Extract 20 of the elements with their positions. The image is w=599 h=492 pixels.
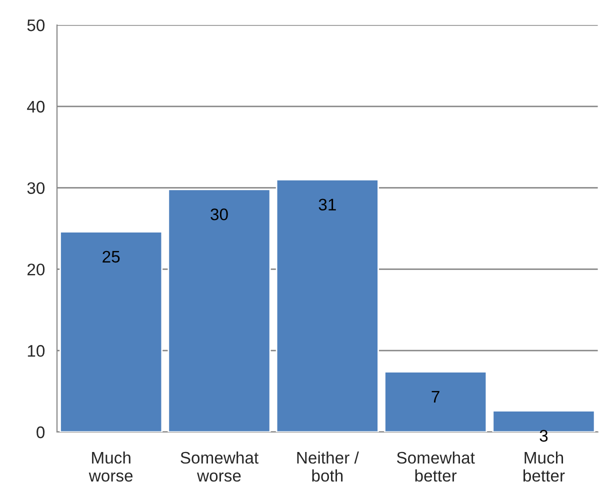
x-tick-label: Much better bbox=[523, 451, 565, 482]
bar bbox=[384, 371, 488, 432]
x-tick-label: Much worse bbox=[88, 451, 133, 482]
y-tick-label: 0 bbox=[36, 426, 45, 438]
y-tick-label: 30 bbox=[27, 182, 45, 194]
x-tick-label: Somewhat better bbox=[396, 451, 475, 482]
bar bbox=[168, 188, 271, 432]
y-tick-label: 20 bbox=[27, 264, 45, 276]
data-label: 30 bbox=[210, 208, 228, 220]
data-label: 31 bbox=[318, 198, 336, 211]
x-tick-label: Neither / both bbox=[297, 451, 359, 482]
y-tick-label: 50 bbox=[27, 19, 45, 32]
y-tick-label: 10 bbox=[28, 345, 45, 357]
bar bbox=[60, 231, 163, 432]
x-tick-label: Somewhat worse bbox=[180, 451, 258, 482]
bar bbox=[276, 178, 379, 432]
data-label: 25 bbox=[102, 250, 120, 263]
y-tick-label: 40 bbox=[27, 100, 45, 113]
data-label: 3 bbox=[540, 430, 548, 442]
data-label: 7 bbox=[432, 390, 440, 402]
